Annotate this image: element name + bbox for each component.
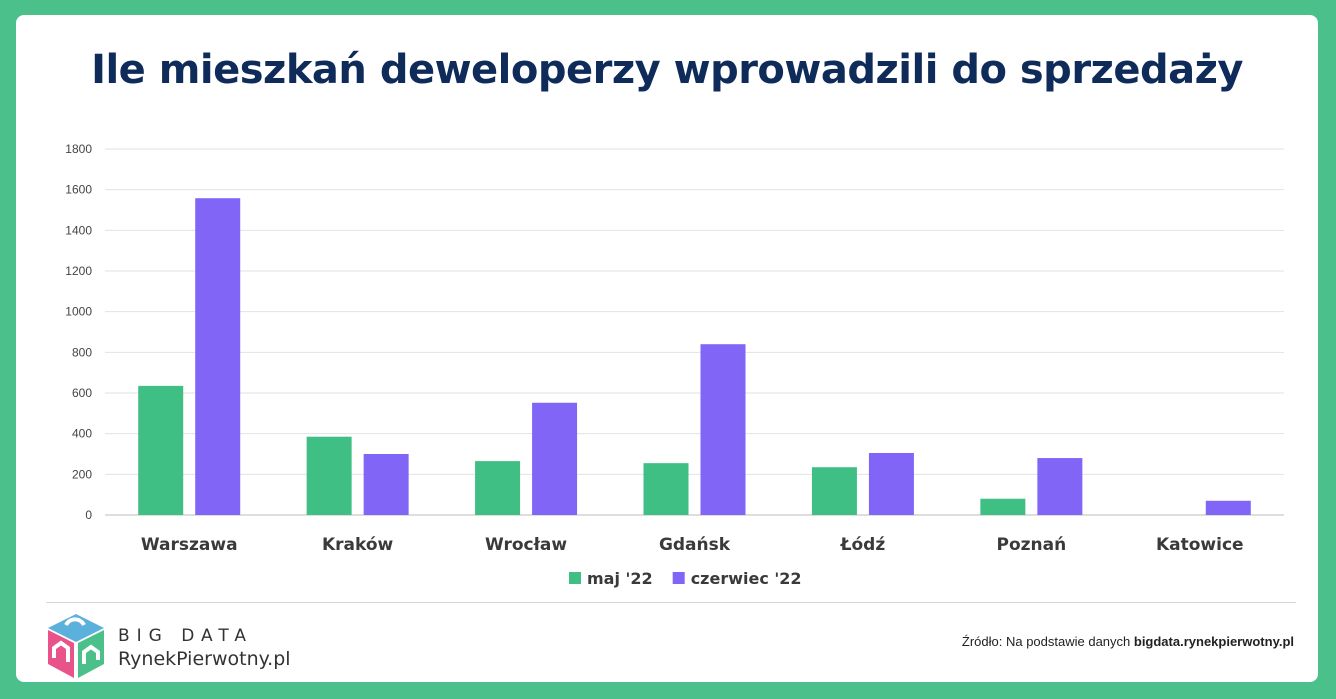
bar	[980, 498, 1026, 515]
bar-chart: 0 200 400 600 800 1000 1200 1400 1600 1800 Warszaw…	[65, 142, 1284, 588]
bar	[1205, 500, 1251, 515]
y-tick-label: 200	[72, 467, 92, 481]
source-note: Źródło: Na podstawie danych bigdata.ryne…	[962, 634, 1294, 649]
y-tick-label: 1200	[65, 264, 92, 278]
y-tick-label: 1000	[65, 305, 92, 319]
x-tick-label: Gdańsk	[659, 535, 731, 555]
bar	[306, 436, 352, 515]
x-tick-label: Poznań	[996, 535, 1066, 555]
chart-title: Ile mieszkań deweloperzy wprowadzili do …	[91, 47, 1243, 93]
bar	[643, 463, 689, 515]
bar	[811, 467, 857, 515]
legend-swatch	[569, 572, 581, 584]
y-tick-label: 600	[72, 386, 92, 400]
legend-swatch	[672, 572, 685, 584]
bar	[868, 452, 914, 515]
bar	[475, 461, 521, 515]
legend-label: maj '22	[587, 569, 653, 588]
footer-divider	[46, 602, 1296, 603]
bar	[195, 198, 241, 515]
brand-line-1: BIG DATA	[118, 626, 254, 646]
bar	[363, 454, 409, 515]
big-data-cube-logo-icon	[48, 614, 104, 678]
y-tick-label: 800	[72, 345, 92, 359]
x-tick-label: Łódź	[840, 535, 886, 555]
brand-line-2: RynekPierwotny.pl	[118, 648, 291, 670]
x-tick-label: Wrocław	[485, 535, 567, 555]
bar	[1037, 458, 1083, 515]
y-tick-label: 1600	[65, 183, 92, 197]
source-prefix: Źródło: Na podstawie danych	[961, 634, 1134, 649]
x-tick-label: Katowice	[1156, 535, 1244, 555]
chart-card: Ile mieszkań deweloperzy wprowadzili do …	[16, 15, 1318, 682]
source-site: bigdata.rynekpierwotny.pl	[1133, 634, 1294, 649]
y-tick-label: 1400	[65, 223, 92, 237]
y-tick-label: 0	[85, 508, 92, 522]
x-tick-label: Kraków	[322, 535, 394, 555]
x-tick-label: Warszawa	[141, 535, 238, 555]
bar	[700, 344, 746, 515]
bar	[532, 402, 578, 515]
y-tick-label: 400	[72, 427, 92, 441]
legend-label: czerwiec '22	[691, 569, 802, 588]
bar	[138, 385, 184, 515]
y-tick-label: 1800	[65, 142, 92, 156]
